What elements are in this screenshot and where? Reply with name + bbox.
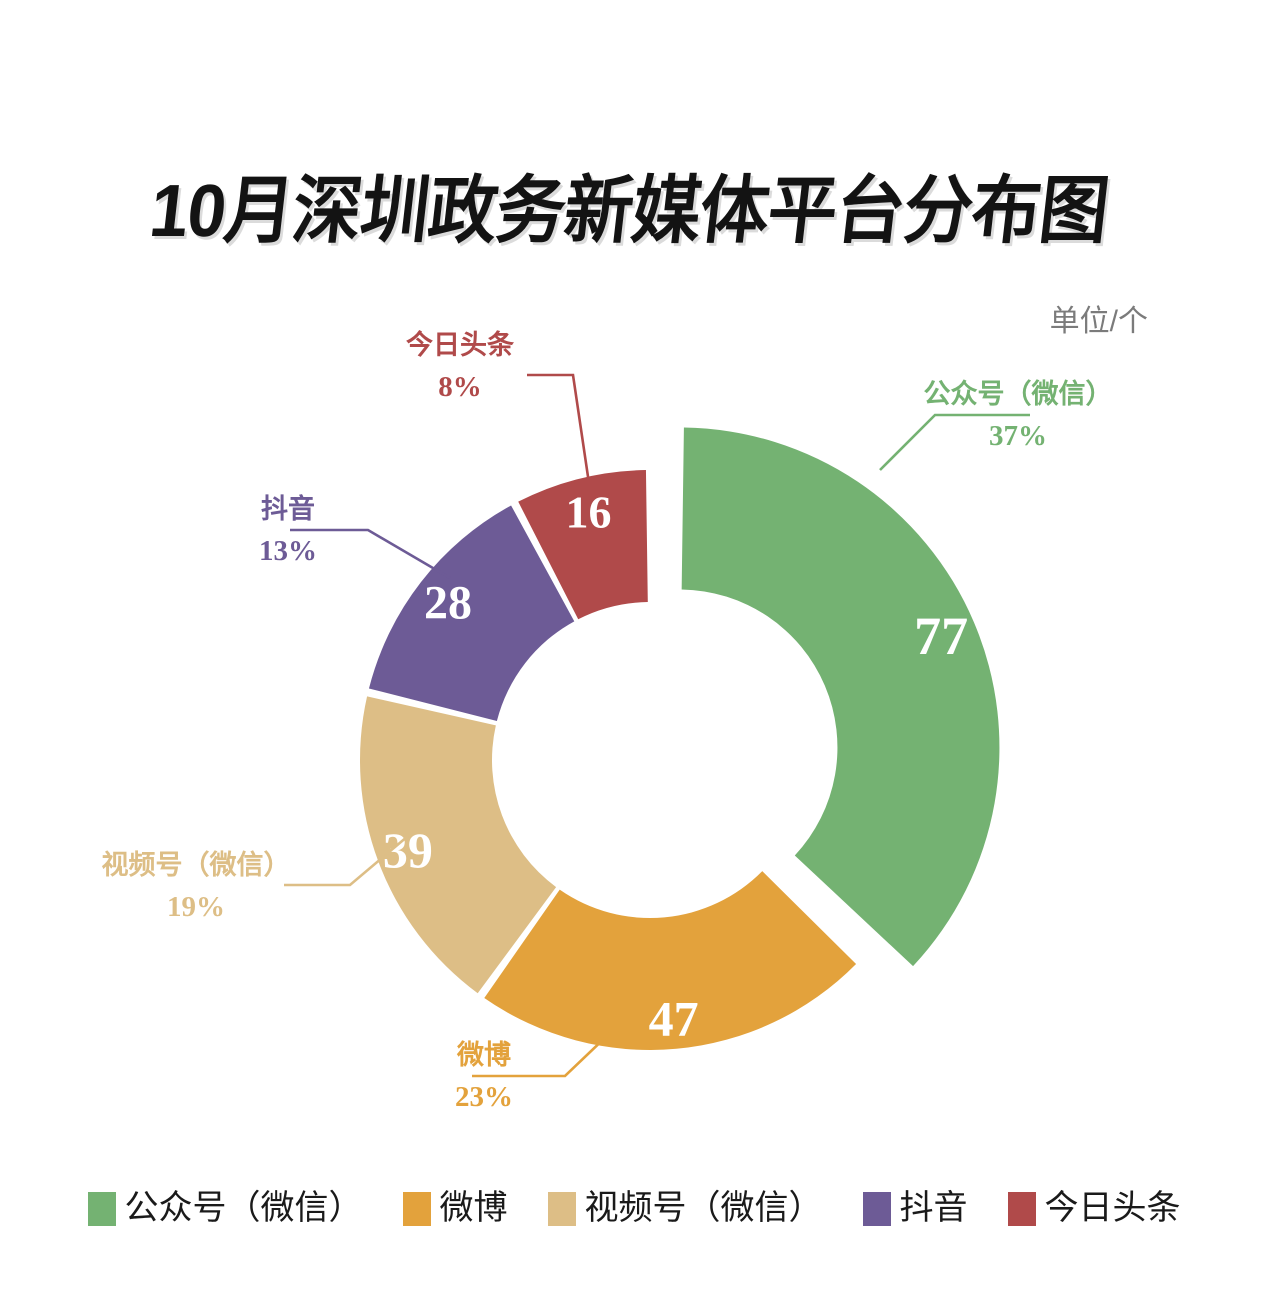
slice-value-label: 47 [649, 991, 699, 1047]
legend-item[interactable]: 视频号（微信） [547, 1190, 823, 1227]
legend-item[interactable]: 抖音 [862, 1190, 968, 1227]
callout-category-label: 微博 [456, 1039, 511, 1070]
callout-category-label: 视频号（微信） [102, 850, 291, 880]
legend-item[interactable]: 公众号（微信） [87, 1190, 363, 1227]
callout-category-label: 抖音 [261, 493, 315, 524]
callout-percent-label: 13% [259, 535, 317, 567]
callout-leader-line [527, 373, 593, 498]
donut-slice[interactable] [518, 470, 648, 620]
legend-swatch-icon [87, 1192, 116, 1226]
callout-leader-line [472, 1032, 611, 1078]
slice-value-label: 16 [566, 486, 612, 537]
legend-item-label: 抖音 [899, 1190, 968, 1227]
slice-value-label: 28 [424, 577, 472, 630]
legend-swatch-icon [862, 1192, 891, 1226]
legend: 公众号（微信） 微博 视频号（微信） 抖音 今日头条 [0, 1192, 1268, 1226]
callout-leader-line [290, 528, 451, 580]
slice-value-label: 77 [914, 606, 968, 666]
donut-slice[interactable] [359, 696, 557, 994]
callout-percent-label: 23% [455, 1081, 513, 1113]
legend-item-label: 公众号（微信） [124, 1190, 363, 1227]
unit-note: 单位/个 [1049, 305, 1148, 338]
legend-item-label: 今日头条 [1044, 1190, 1181, 1227]
legend-swatch-icon [547, 1192, 576, 1226]
callout-percent-label: 19% [167, 891, 225, 923]
donut-slice-layer [359, 427, 1000, 1050]
callout-percent-label: 8% [438, 371, 482, 403]
legend-item[interactable]: 微博 [402, 1190, 508, 1227]
legend-swatch-icon [402, 1192, 431, 1226]
donut-slice[interactable] [681, 427, 1000, 967]
callout-percent-label: 37% [989, 420, 1047, 452]
legend-item-label: 微博 [439, 1190, 508, 1227]
callout-category-label: 今日头条 [406, 329, 515, 360]
callout-layer: 公众号（微信） 37% 微博 23% 视频号（微信） 19% 抖音 13% 今日头条 8% [102, 329, 1113, 1113]
callout-category-label: 公众号（微信） [924, 379, 1113, 409]
donut-slice[interactable] [484, 871, 857, 1050]
legend-item[interactable]: 今日头条 [1007, 1190, 1181, 1227]
donut-slice[interactable] [368, 505, 575, 722]
legend-swatch-icon [1007, 1192, 1036, 1226]
legend-item-label: 视频号（微信） [584, 1190, 823, 1227]
callout-leader-line [879, 413, 1030, 471]
callout-leader-line [284, 835, 409, 887]
